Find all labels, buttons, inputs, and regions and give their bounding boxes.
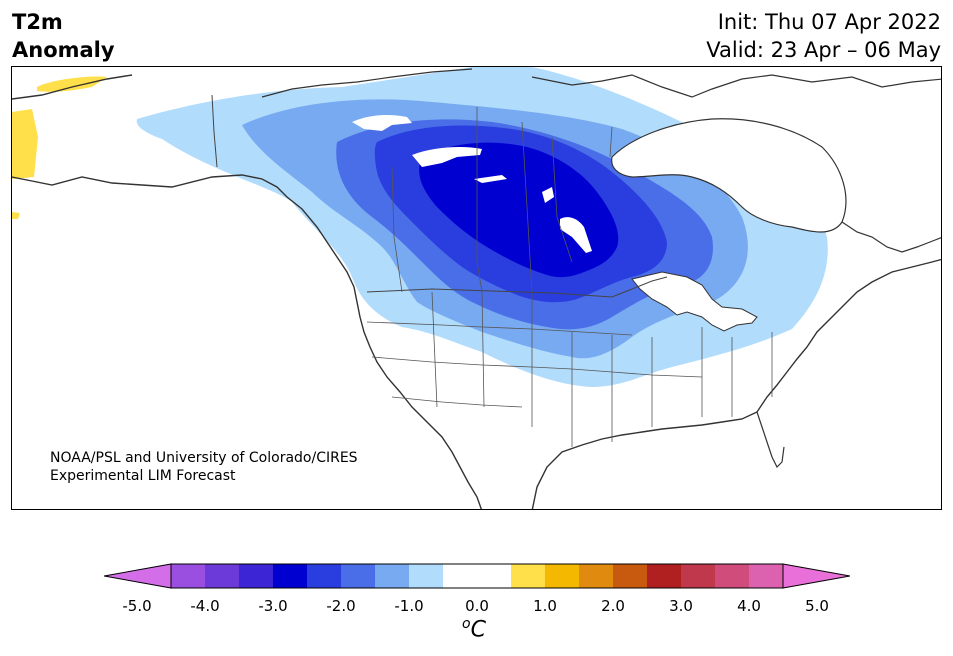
colorbar-segment bbox=[409, 564, 444, 588]
coastline-florida bbox=[756, 411, 785, 469]
warm-anomaly-alaska-west bbox=[12, 109, 38, 179]
colorbar-tick-labels: -5.0 -4.0 -3.0 -2.0 -1.0 0.0 1.0 2.0 3.0 4.0 5.0 bbox=[0, 597, 953, 617]
warm-anomaly-sw bbox=[12, 212, 20, 219]
colorbar-segment bbox=[341, 564, 376, 588]
colorbar-tick: -4.0 bbox=[190, 597, 220, 615]
colorbar-tick: 0.0 bbox=[465, 597, 489, 615]
credit-line-1: NOAA/PSL and University of Colorado/CIRE… bbox=[50, 450, 358, 466]
forecast-credit: NOAA/PSL and University of Colorado/CIRE… bbox=[50, 449, 358, 485]
colorbar-segment bbox=[511, 564, 546, 588]
colorbar-segment bbox=[579, 564, 614, 588]
valid-date: Valid: 23 Apr – 06 May bbox=[706, 38, 941, 62]
colorbar-tick: -2.0 bbox=[326, 597, 356, 615]
lake-winnipeg bbox=[560, 217, 592, 253]
border-alaska bbox=[211, 94, 218, 168]
credit-line-2: Experimental LIM Forecast bbox=[50, 468, 236, 484]
forecast-dates: Init: Thu 07 Apr 2022 Valid: 23 Apr – 06… bbox=[706, 8, 941, 64]
map-title: T2m Anomaly bbox=[12, 8, 115, 64]
colorbar-tick: 3.0 bbox=[669, 597, 693, 615]
lake-great-slave bbox=[412, 147, 482, 167]
colorbar-tick: -3.0 bbox=[258, 597, 288, 615]
title-line-1: T2m bbox=[12, 10, 63, 34]
colorbar-extend-high bbox=[782, 563, 850, 589]
colorbar-extend-low bbox=[104, 563, 172, 589]
colorbar-tick: 4.0 bbox=[737, 597, 761, 615]
colorbar-segment bbox=[273, 564, 308, 588]
colorbar bbox=[104, 563, 850, 589]
colorbar-segment bbox=[205, 564, 240, 588]
colorbar-segment bbox=[647, 564, 682, 588]
great-lakes bbox=[631, 271, 758, 332]
colorbar-tick: -1.0 bbox=[394, 597, 424, 615]
colorbar-segment bbox=[545, 564, 580, 588]
coastline-arctic bbox=[261, 68, 941, 98]
colorbar-segment bbox=[443, 564, 478, 588]
colorbar-segment bbox=[715, 564, 750, 588]
colorbar-segment bbox=[613, 564, 648, 588]
colorbar-border bbox=[170, 563, 784, 589]
lake-great-bear bbox=[352, 114, 412, 131]
anomaly-map bbox=[12, 67, 941, 509]
lake-athabasca bbox=[474, 175, 507, 183]
map-panel: NOAA/PSL and University of Colorado/CIRE… bbox=[11, 66, 942, 510]
coastline-gulf bbox=[531, 258, 941, 509]
colorbar-segment bbox=[375, 564, 410, 588]
borders-us-states bbox=[366, 291, 773, 447]
border-us-canada bbox=[366, 276, 668, 298]
colorbar-segment bbox=[681, 564, 716, 588]
colorbar-tick: 5.0 bbox=[805, 597, 829, 615]
unit-degree: o bbox=[462, 616, 471, 632]
init-date: Init: Thu 07 Apr 2022 bbox=[717, 10, 941, 34]
unit-base: C bbox=[470, 617, 486, 643]
colorbar-segment bbox=[477, 564, 512, 588]
colorbar-segment bbox=[239, 564, 274, 588]
colorbar-tick: 1.0 bbox=[533, 597, 557, 615]
colorbar-tick: 2.0 bbox=[601, 597, 625, 615]
coastline-labrador bbox=[841, 221, 941, 253]
unit-label: oC bbox=[462, 616, 486, 642]
colorbar-segment bbox=[171, 564, 206, 588]
coastline-west bbox=[12, 74, 483, 509]
cold-anomaly-level-5 bbox=[419, 142, 619, 278]
warm-anomaly-alaska-north bbox=[37, 76, 107, 92]
colorbar-segment bbox=[749, 564, 784, 588]
colorbar-segment bbox=[307, 564, 342, 588]
title-line-2: Anomaly bbox=[12, 38, 115, 62]
lake-reindeer bbox=[542, 187, 554, 203]
hudson-bay bbox=[611, 118, 847, 233]
borders-provinces bbox=[391, 107, 613, 293]
colorbar-tick: -5.0 bbox=[122, 597, 152, 615]
